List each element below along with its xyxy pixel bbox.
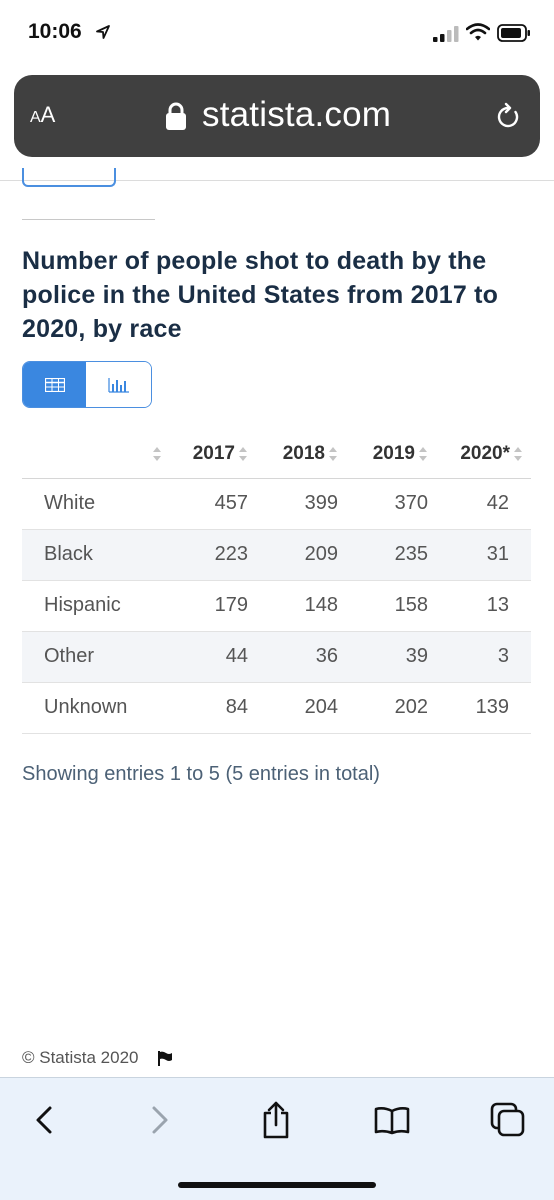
header-label: 2018 — [282, 442, 325, 464]
flag-icon[interactable] — [157, 1050, 173, 1066]
row-label: Unknown — [22, 682, 162, 734]
table-row: White 457 399 370 42 — [22, 478, 531, 530]
table-cell: 370 — [338, 478, 428, 530]
tabs-button[interactable] — [488, 1100, 528, 1140]
battery-icon — [497, 24, 530, 42]
header-label: 2020* — [460, 442, 510, 464]
row-label: Black — [22, 529, 162, 581]
share-icon — [263, 1101, 289, 1139]
section-divider — [22, 219, 155, 220]
header-label: 2019 — [372, 442, 415, 464]
status-time: 10:06 — [28, 20, 82, 43]
table-cell: 148 — [248, 580, 338, 632]
table-cell: 399 — [248, 478, 338, 530]
table-header-row: 2017 2018 2019 2020* — [22, 430, 531, 479]
aa-small-label: A — [30, 109, 41, 126]
table-cell: 158 — [338, 580, 428, 632]
lock-icon — [166, 102, 186, 130]
table-cell: 36 — [248, 631, 338, 683]
bookmarks-button[interactable] — [372, 1100, 412, 1140]
column-header-label[interactable] — [22, 430, 162, 479]
table-cell: 139 — [428, 682, 531, 734]
row-label: White — [22, 478, 162, 530]
header-label: 2017 — [192, 442, 235, 464]
partial-button[interactable] — [22, 168, 116, 187]
table-cell: 3 — [428, 631, 531, 683]
table-view-icon — [44, 377, 65, 392]
table-view-button[interactable] — [23, 362, 86, 407]
table-row: Other 44 36 39 3 — [22, 631, 531, 683]
sort-icon — [513, 446, 523, 462]
table-cell: 204 — [248, 682, 338, 734]
table-cell: 39 — [338, 631, 428, 683]
reload-icon[interactable] — [496, 102, 522, 130]
column-header-2017[interactable]: 2017 — [162, 430, 248, 479]
forward-button[interactable] — [140, 1100, 180, 1140]
entries-info: Showing entries 1 to 5 (5 entries in tot… — [22, 763, 380, 785]
sort-icon — [152, 446, 162, 462]
sort-icon — [418, 446, 428, 462]
table-cell: 202 — [338, 682, 428, 734]
browser-toolbar — [0, 1077, 554, 1200]
table-cell: 235 — [338, 529, 428, 581]
wifi-icon — [466, 23, 490, 41]
table-cell: 179 — [162, 580, 248, 632]
table-row: Black 223 209 235 31 — [22, 529, 531, 581]
view-toggle — [22, 361, 152, 408]
forward-icon — [152, 1106, 168, 1134]
aa-large-label: A — [40, 102, 56, 127]
back-icon — [36, 1106, 52, 1134]
sort-icon — [238, 446, 248, 462]
sort-icon — [328, 446, 338, 462]
bar-chart-icon — [107, 377, 129, 393]
signal-icon — [433, 26, 459, 42]
bookmarks-icon — [374, 1107, 410, 1135]
table-cell: 84 — [162, 682, 248, 734]
table-cell: 209 — [248, 529, 338, 581]
table-cell: 457 — [162, 478, 248, 530]
column-header-2019[interactable]: 2019 — [338, 430, 428, 479]
home-indicator — [178, 1182, 376, 1188]
status-bar: 10:06 — [0, 0, 554, 68]
header-divider — [0, 180, 554, 181]
address-bar[interactable]: AA statista.com — [14, 75, 540, 157]
table-row: Unknown 84 204 202 139 — [22, 682, 531, 734]
table-cell: 31 — [428, 529, 531, 581]
table-cell: 13 — [428, 580, 531, 632]
back-button[interactable] — [24, 1100, 64, 1140]
table-row: Hispanic 179 148 158 13 — [22, 580, 531, 632]
column-header-2018[interactable]: 2018 — [248, 430, 338, 479]
row-label: Other — [22, 631, 162, 683]
url-text[interactable]: statista.com — [202, 95, 392, 134]
location-arrow-icon — [96, 25, 110, 39]
data-table: 2017 2018 2019 2020* White 457 399 370 4… — [22, 430, 531, 734]
page-title: Number of people shot to death by the po… — [22, 247, 499, 343]
chart-view-button[interactable] — [86, 362, 151, 407]
column-header-2020[interactable]: 2020* — [428, 430, 531, 479]
table-cell: 223 — [162, 529, 248, 581]
table-cell: 44 — [162, 631, 248, 683]
tabs-icon — [490, 1102, 525, 1137]
copyright-text: © Statista 2020 — [22, 1048, 139, 1067]
row-label: Hispanic — [22, 580, 162, 632]
table-cell: 42 — [428, 478, 531, 530]
reader-settings-button[interactable]: AA — [30, 102, 55, 128]
share-button[interactable] — [256, 1100, 296, 1140]
